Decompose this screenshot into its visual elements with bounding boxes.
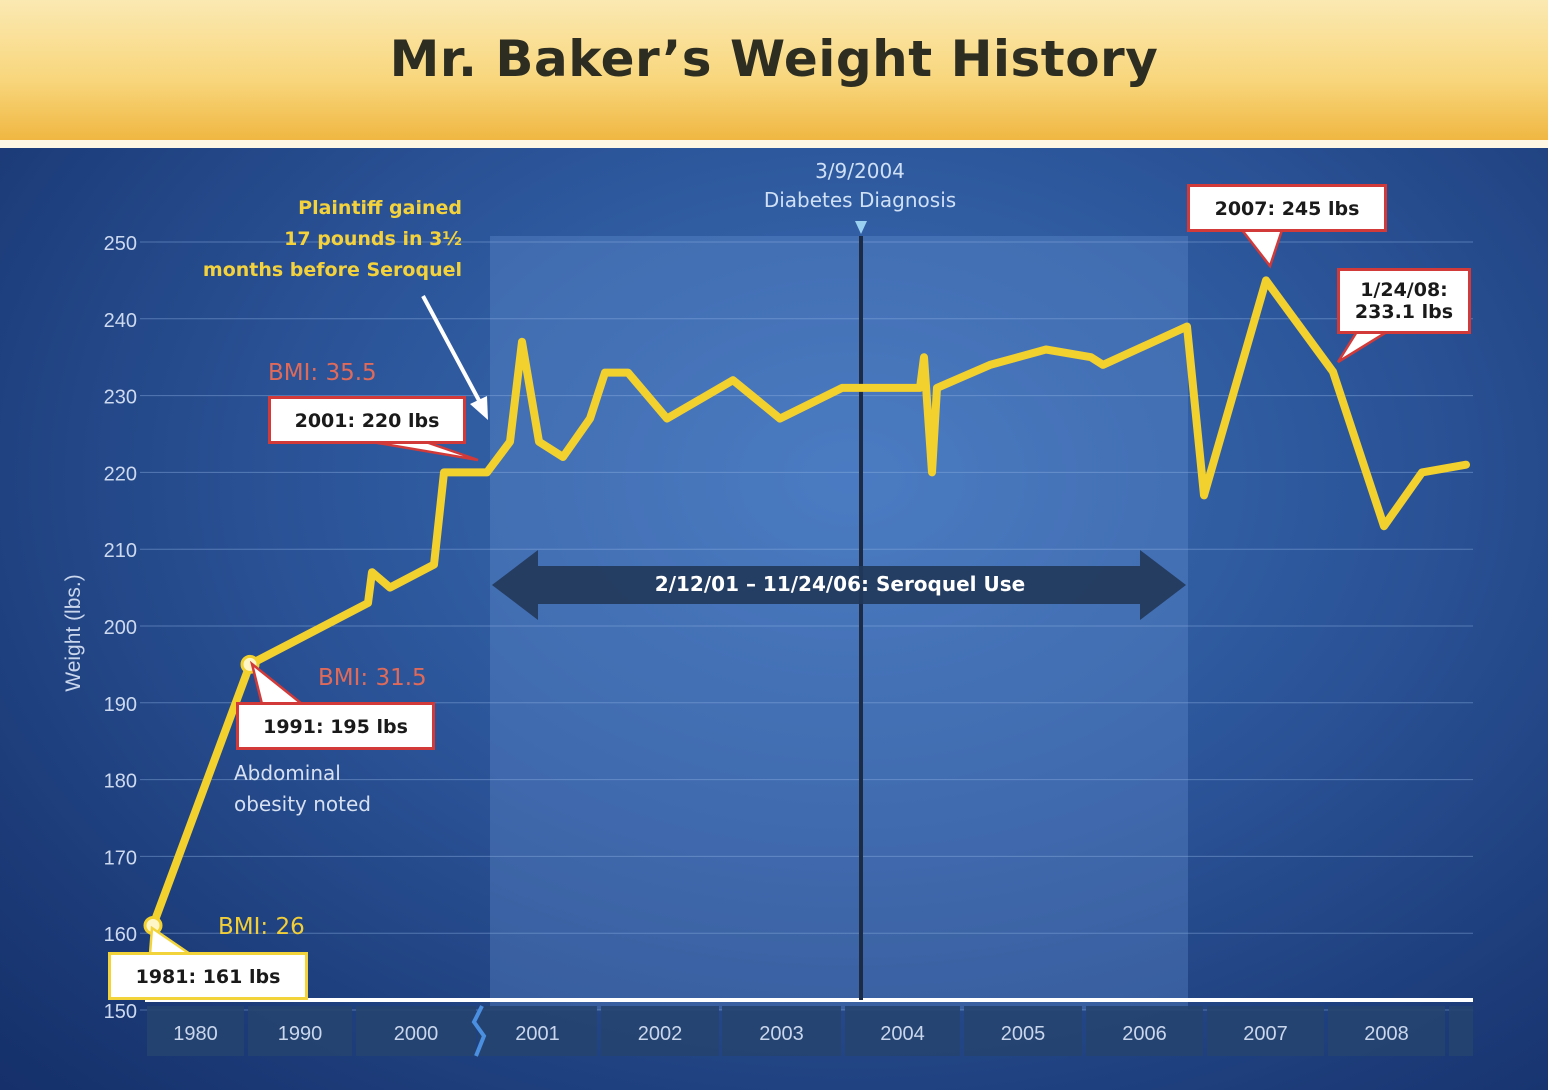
abdominal-obesity-note: Abdominal obesity noted: [234, 758, 371, 820]
bmi-1981: BMI: 26: [218, 914, 305, 940]
x-axis-cell: [1207, 1006, 1324, 1056]
callout-2001: 2001: 220 lbs: [268, 396, 466, 444]
y-axis-label: Weight (lbs.): [62, 574, 85, 691]
x-axis-cell: [722, 1006, 841, 1056]
x-tick-label: 2002: [638, 1023, 683, 1045]
abdominal-note-line-1: Abdominal: [234, 761, 341, 785]
axis-break-mark: [471, 1005, 487, 1057]
title-banner-rule: [0, 140, 1548, 148]
callout-1981-text: 1981: 161 lbs: [135, 966, 281, 988]
plaintiff-note-line-2: 17 pounds in 3½: [284, 228, 462, 250]
seroquel-arrow: [492, 550, 1186, 620]
callout-2001-text: 2001: 220 lbs: [294, 410, 440, 432]
callout-2007: 2007: 245 lbs: [1187, 184, 1387, 232]
plaintiff-note-line-3: months before Seroquel: [202, 259, 462, 281]
y-tick-label: 190: [104, 694, 137, 716]
diagnosis-label: Diabetes Diagnosis: [763, 188, 957, 212]
y-tick-label: 200: [104, 617, 137, 639]
x-tick-label: 2005: [1001, 1023, 1046, 1045]
callout-2008-line-2: 233.1 lbs: [1354, 301, 1454, 323]
diabetes-diagnosis-note: 3/9/2004 Diabetes Diagnosis: [720, 157, 1000, 215]
x-tick-label: 1980: [173, 1023, 218, 1045]
x-tick-label: 1990: [278, 1023, 323, 1045]
y-tick-label: 170: [104, 847, 137, 869]
y-tick-label: 210: [104, 540, 137, 562]
y-tick-label: 180: [104, 771, 137, 793]
title-banner: [0, 0, 1548, 146]
callout-1991-pointer: [249, 660, 306, 706]
callout-1981-pointer: [148, 925, 195, 956]
x-axis-cell: [601, 1006, 719, 1056]
y-tick-label: 160: [104, 924, 137, 946]
y-tick-label: 220: [104, 463, 137, 485]
plaintiff-note-line-1: Plaintiff gained: [298, 197, 462, 219]
bmi-1991: BMI: 31.5: [318, 665, 427, 691]
y-tick-label: 250: [104, 233, 137, 255]
callout-1991: 1991: 195 lbs: [236, 702, 435, 750]
x-axis-cell: [478, 1006, 597, 1056]
plaintiff-note: Plaintiff gained 17 pounds in 3½ months …: [170, 193, 462, 286]
diagnosis-marker: [855, 221, 867, 234]
callout-1981: 1981: 161 lbs: [108, 952, 308, 1000]
x-axis-cell: [248, 1006, 352, 1056]
x-tick-label: 2001: [515, 1023, 560, 1045]
y-tick-label: 240: [104, 310, 137, 332]
x-tick-label: 2000: [394, 1023, 439, 1045]
plot-background: [0, 148, 1548, 1090]
chart-title: Mr. Baker’s Weight History: [389, 30, 1159, 88]
diagnosis-date: 3/9/2004: [815, 159, 905, 183]
weight-series-line: [149, 276, 1470, 930]
callout-1991-text: 1991: 195 lbs: [263, 716, 408, 738]
x-axis-cell-end: [1449, 1006, 1473, 1056]
x-tick-label: 2008: [1364, 1023, 1409, 1045]
x-axis-cell: [845, 1006, 960, 1056]
x-axis-cell: [1086, 1006, 1203, 1056]
x-tick-label: 2006: [1122, 1023, 1167, 1045]
bmi-2001: BMI: 35.5: [268, 360, 377, 386]
x-axis-cell: [147, 1006, 244, 1056]
y-tick-label: 150: [104, 1001, 137, 1023]
x-axis-cell: [356, 1006, 476, 1056]
plaintiff-arrow-head: [470, 396, 488, 420]
x-tick-label: 2004: [880, 1023, 925, 1045]
x-axis-cell: [1328, 1006, 1445, 1056]
y-tick-label: 230: [104, 387, 137, 409]
plaintiff-arrow-shaft: [421, 295, 484, 407]
callout-2007-pointer: [1239, 228, 1284, 269]
callout-2008: 1/24/08: 233.1 lbs: [1337, 268, 1471, 334]
callout-2008-line-1: 1/24/08:: [1360, 279, 1448, 301]
x-axis-cell: [964, 1006, 1082, 1056]
seroquel-shaded-period: [490, 236, 1188, 1010]
callout-2007-text: 2007: 245 lbs: [1214, 198, 1360, 220]
seroquel-use-label: 2/12/01 – 11/24/06: Seroquel Use: [654, 572, 1026, 596]
x-tick-label: 2003: [759, 1023, 804, 1045]
callout-2008-pointer: [1336, 328, 1395, 364]
abdominal-note-line-2: obesity noted: [234, 792, 372, 816]
x-tick-label: 2007: [1243, 1023, 1288, 1045]
